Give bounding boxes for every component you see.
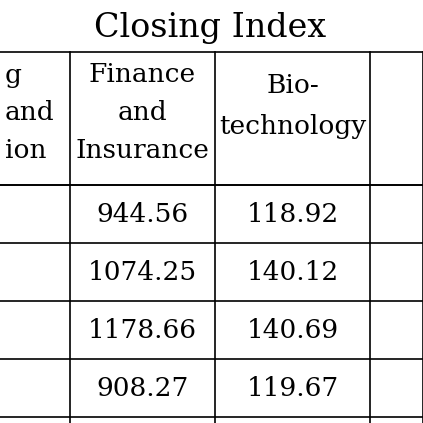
Text: technology: technology: [219, 114, 366, 139]
Text: Insurance: Insurance: [76, 138, 209, 164]
Text: 119.67: 119.67: [246, 376, 339, 401]
Text: 118.92: 118.92: [246, 201, 339, 226]
Text: ion: ion: [5, 138, 47, 164]
Text: 140.69: 140.69: [247, 318, 338, 343]
Text: Finance: Finance: [89, 63, 196, 88]
Text: 1178.66: 1178.66: [88, 318, 197, 343]
Text: 908.27: 908.27: [96, 376, 189, 401]
Text: and: and: [5, 101, 55, 126]
Text: Bio-: Bio-: [266, 73, 319, 98]
Text: 140.12: 140.12: [246, 259, 339, 285]
Text: g: g: [5, 63, 22, 88]
Text: and: and: [118, 101, 168, 126]
Text: 1074.25: 1074.25: [88, 259, 197, 285]
Text: 944.56: 944.56: [96, 201, 189, 226]
Text: Closing Index: Closing Index: [94, 12, 326, 44]
